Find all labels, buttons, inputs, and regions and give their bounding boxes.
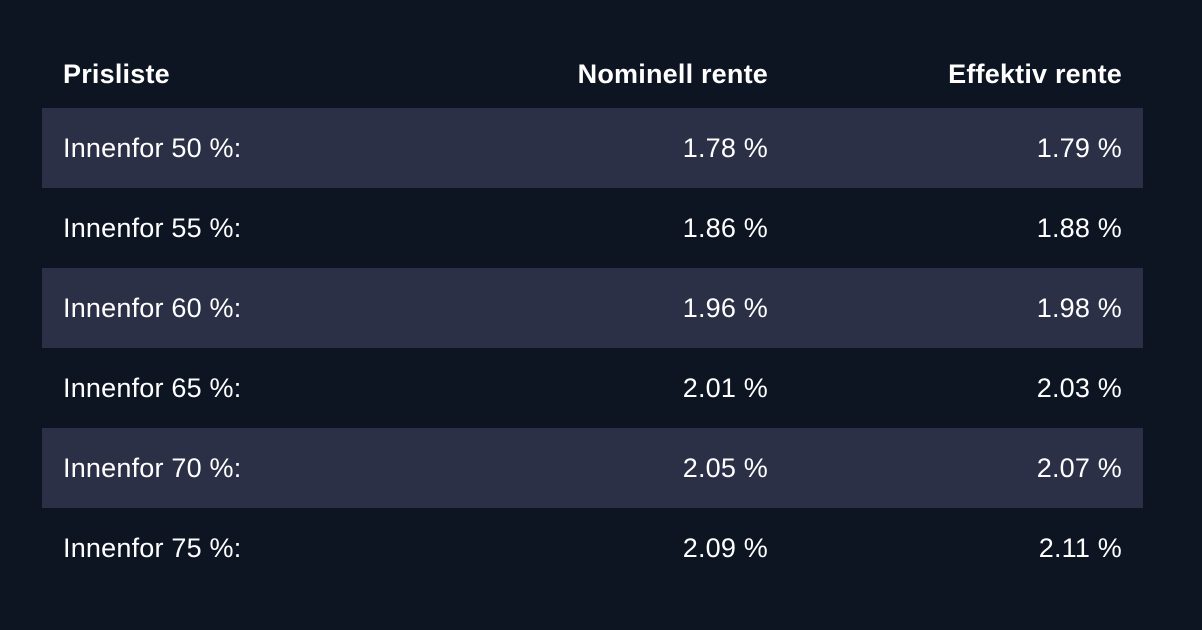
- row-label: Innenfor 75 %:: [63, 532, 242, 563]
- table-row: Innenfor 75 %: 2.09 % 2.11 %: [42, 508, 1143, 588]
- table-row: Innenfor 55 %: 1.86 % 1.88 %: [42, 188, 1143, 268]
- row-label: Innenfor 65 %:: [63, 372, 242, 403]
- table-row: Innenfor 70 %: 2.05 % 2.07 %: [42, 428, 1143, 508]
- table-title: Prisliste: [63, 58, 170, 89]
- row-label: Innenfor 70 %:: [63, 452, 242, 483]
- table-row: Innenfor 50 %: 1.78 % 1.79 %: [42, 108, 1143, 188]
- row-effective-rate: 1.98 %: [1036, 292, 1122, 323]
- row-nominal-rate: 2.05 %: [682, 452, 768, 483]
- row-effective-rate: 2.11 %: [1038, 532, 1122, 563]
- header-effective-rate: Effektiv rente: [948, 58, 1122, 89]
- row-nominal-rate: 1.96 %: [682, 292, 768, 323]
- row-label: Innenfor 60 %:: [63, 292, 242, 323]
- row-nominal-rate: 2.09 %: [682, 532, 768, 563]
- row-effective-rate: 2.03 %: [1036, 372, 1122, 403]
- table-header-row: Prisliste Nominell rente Effektiv rente: [42, 40, 1143, 108]
- row-effective-rate: 1.88 %: [1036, 212, 1122, 243]
- row-label: Innenfor 50 %:: [63, 132, 242, 163]
- header-nominal-rate: Nominell rente: [577, 58, 768, 89]
- pricing-table: Prisliste Nominell rente Effektiv rente …: [42, 40, 1143, 588]
- row-nominal-rate: 2.01 %: [682, 372, 768, 403]
- row-label: Innenfor 55 %:: [63, 212, 242, 243]
- row-effective-rate: 1.79 %: [1036, 132, 1122, 163]
- table-row: Innenfor 60 %: 1.96 % 1.98 %: [42, 268, 1143, 348]
- row-nominal-rate: 1.86 %: [682, 212, 768, 243]
- row-effective-rate: 2.07 %: [1036, 452, 1122, 483]
- row-nominal-rate: 1.78 %: [682, 132, 768, 163]
- table-row: Innenfor 65 %: 2.01 % 2.03 %: [42, 348, 1143, 428]
